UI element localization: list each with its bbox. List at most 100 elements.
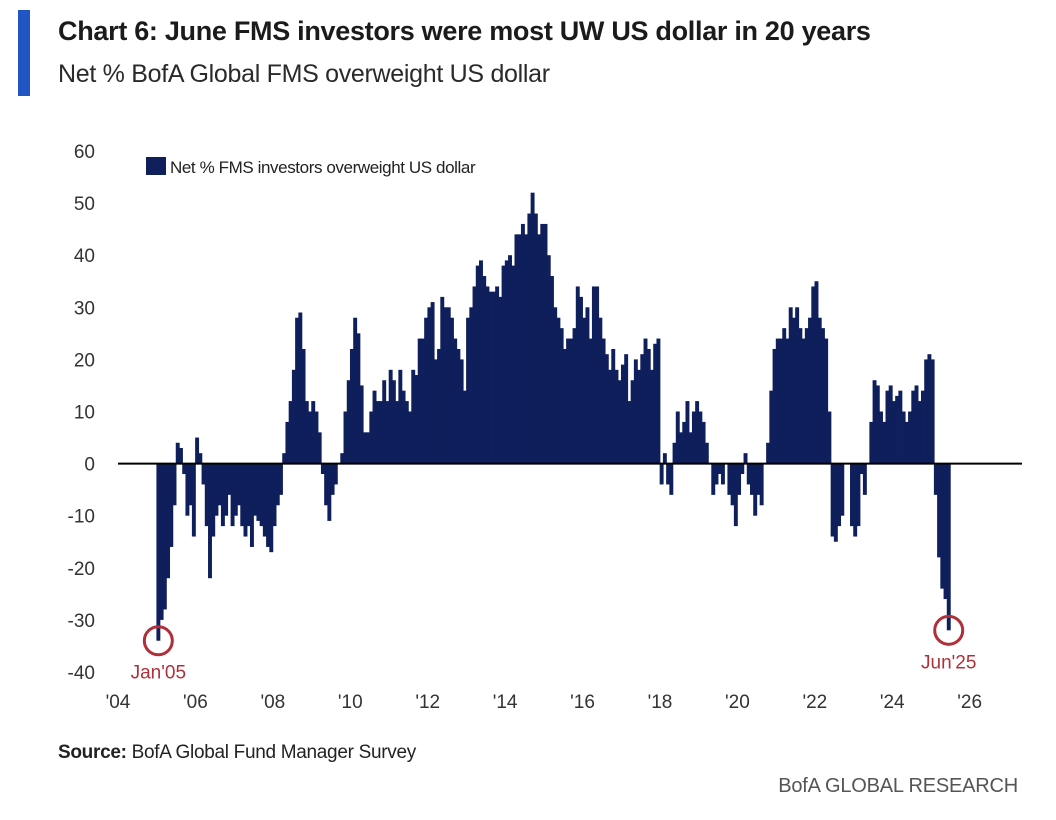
- chart-subtitle: Net % BofA Global FMS overweight US doll…: [58, 60, 550, 88]
- bar: [366, 432, 371, 464]
- bar: [872, 380, 877, 464]
- bar: [643, 338, 648, 464]
- bar: [514, 234, 519, 464]
- bar: [891, 401, 896, 464]
- bar: [353, 317, 358, 464]
- bar: [817, 317, 822, 464]
- bar: [214, 463, 219, 516]
- x-axis: '04 '06 '08 '10 '12 '14 '16 '18 '20 '22 '24 '26: [106, 692, 982, 713]
- bar: [433, 359, 438, 464]
- bar: [698, 411, 703, 464]
- bar: [753, 463, 758, 516]
- bar: [695, 401, 700, 464]
- bar: [704, 442, 709, 464]
- x-tick-label: '18: [648, 692, 673, 713]
- y-tick-label: 0: [84, 455, 95, 476]
- bar: [591, 286, 596, 464]
- bar: [420, 338, 425, 464]
- bar: [288, 401, 293, 464]
- bar: [308, 411, 312, 464]
- bar: [588, 338, 593, 464]
- bar: [340, 453, 345, 464]
- annotation-circle: [933, 614, 965, 646]
- bar: [617, 380, 622, 464]
- bar: [901, 411, 906, 464]
- bar: [556, 317, 561, 464]
- bar: [501, 265, 506, 464]
- bar: [630, 380, 635, 464]
- bar: [779, 338, 783, 464]
- bar: [714, 463, 719, 485]
- bar: [327, 463, 332, 521]
- bar: [527, 213, 532, 464]
- bar: [485, 286, 490, 464]
- bar: [898, 390, 903, 464]
- x-tick-label: '22: [802, 692, 827, 713]
- bar: [924, 359, 929, 464]
- bar: [814, 281, 819, 464]
- bar: [178, 447, 183, 464]
- bar: [650, 369, 654, 464]
- bar: [314, 411, 319, 464]
- bar: [237, 463, 241, 506]
- annotations: Jan'05 Jun'25: [131, 614, 976, 684]
- bar: [808, 317, 812, 464]
- y-tick-label: 40: [74, 246, 95, 267]
- bar: [472, 286, 477, 464]
- bar: [269, 463, 274, 553]
- bar: [711, 463, 716, 495]
- bar: [756, 463, 761, 495]
- bar: [911, 390, 916, 464]
- bar: [820, 328, 825, 464]
- bar: [330, 463, 335, 495]
- bar: [717, 463, 722, 475]
- bar: [230, 463, 235, 527]
- bar: [304, 401, 309, 464]
- bar: [459, 359, 464, 464]
- bar: [169, 463, 174, 547]
- bar: [837, 463, 842, 527]
- bar: [504, 260, 509, 464]
- bar: [249, 463, 254, 547]
- bar: [524, 234, 529, 464]
- bar: [256, 463, 261, 521]
- bar: [533, 213, 538, 464]
- bar: [856, 463, 861, 527]
- bar: [220, 463, 225, 527]
- bar: [246, 463, 251, 527]
- bar: [243, 463, 248, 537]
- y-tick-label: -10: [68, 507, 95, 528]
- bar: [404, 401, 409, 464]
- bar: [427, 307, 432, 464]
- bar: [908, 411, 913, 464]
- bar: [659, 463, 664, 485]
- bar: [191, 463, 196, 537]
- legend-swatch: [146, 157, 166, 175]
- bar: [804, 328, 809, 464]
- bar: [204, 463, 209, 527]
- bar: [462, 390, 467, 464]
- bar: [614, 369, 619, 464]
- bar: [656, 338, 661, 464]
- bar: [272, 463, 277, 527]
- annotation-label: Jun'25: [921, 652, 976, 673]
- y-tick-label: 20: [74, 350, 95, 371]
- bar: [369, 411, 374, 464]
- bar: [601, 338, 606, 464]
- bar: [795, 307, 800, 464]
- bar: [279, 463, 283, 495]
- bar: [372, 390, 377, 464]
- y-tick-label: -30: [68, 611, 95, 632]
- bar: [182, 463, 187, 475]
- bar: [188, 463, 193, 506]
- y-tick-label: 30: [74, 298, 95, 319]
- bar: [740, 463, 745, 475]
- bar: [346, 380, 351, 464]
- bar: [727, 463, 732, 495]
- bar: [224, 463, 229, 516]
- bar: [343, 411, 348, 464]
- bar: [156, 463, 161, 641]
- source-label: Source:: [58, 742, 127, 763]
- bar: [356, 333, 361, 464]
- bar: [850, 463, 854, 527]
